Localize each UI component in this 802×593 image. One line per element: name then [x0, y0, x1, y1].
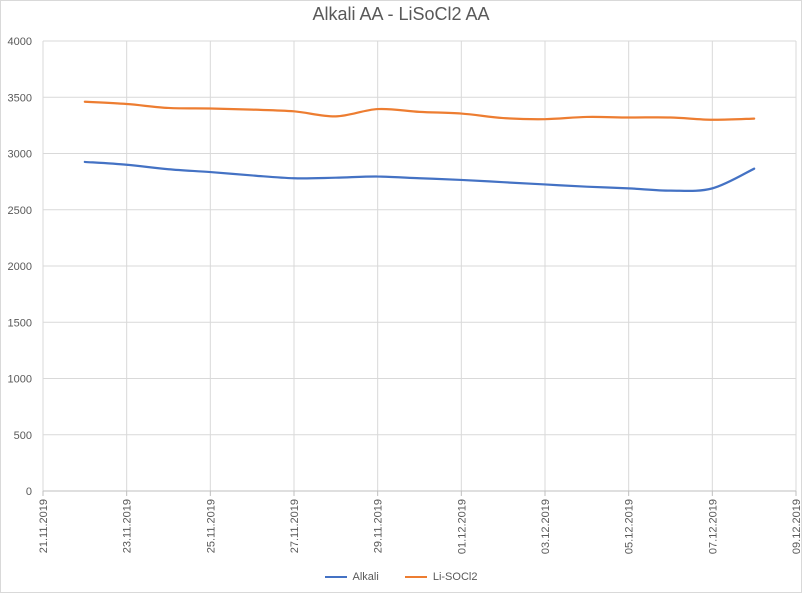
y-tick-label: 3000 — [8, 149, 32, 161]
x-tick-label: 27.11.2019 — [289, 499, 301, 553]
y-tick-label: 2500 — [8, 205, 32, 217]
x-tick-label: 29.11.2019 — [373, 499, 385, 553]
series-line-li-socl2 — [83, 100, 756, 121]
tick-labels: 0 500 1000 1500 2000 2500 3000 3500 4000 21.11.20… — [8, 36, 802, 554]
legend-label: Alkali — [352, 571, 379, 583]
x-tick-label: 05.12.2019 — [624, 499, 636, 554]
y-tick-label: 4000 — [8, 36, 32, 48]
axes — [42, 490, 797, 496]
legend-item-alkali: Alkali — [324, 571, 379, 583]
x-tick-label: 07.12.2019 — [707, 499, 719, 554]
x-tick-label: 23.11.2019 — [122, 499, 134, 553]
x-tick-label: 01.12.2019 — [456, 499, 468, 554]
chart-title: Alkali AA - LiSoCl2 AA — [312, 4, 490, 24]
y-tick-label: 1000 — [8, 374, 32, 386]
y-tick-label: 3500 — [8, 92, 32, 104]
x-tick-label: 25.11.2019 — [205, 499, 217, 553]
legend-swatch — [324, 576, 347, 578]
x-tick-label: 09.12.2019 — [791, 499, 802, 554]
y-tick-label: 2000 — [8, 261, 32, 273]
legend-item-li-socl2: Li-SOCl2 — [404, 571, 478, 583]
y-tick-label: 0 — [26, 486, 32, 498]
legend-swatch — [404, 576, 427, 578]
gridlines — [42, 40, 797, 492]
x-tick-label: 21.11.2019 — [38, 499, 50, 553]
legend-label: Li-SOCl2 — [432, 571, 478, 583]
series-line-alkali — [83, 160, 756, 193]
x-tick-label: 03.12.2019 — [540, 499, 552, 554]
legend: Alkali Li-SOCl2 — [0, 571, 802, 583]
y-tick-label: 1500 — [8, 317, 32, 329]
y-tick-label: 500 — [14, 430, 32, 442]
series-lines — [83, 100, 756, 193]
